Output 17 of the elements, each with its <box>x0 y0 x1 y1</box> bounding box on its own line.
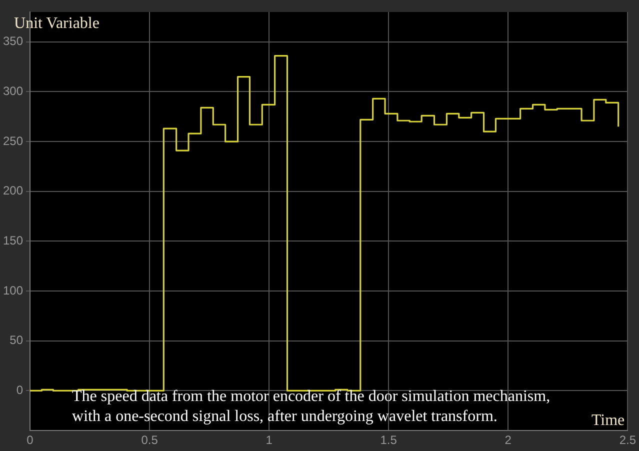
y-tick-label: 300 <box>2 84 24 98</box>
x-tick-label: 0 <box>26 433 34 448</box>
y-tick-label: 0 <box>16 383 24 398</box>
annotation: The speed data from the motor encoder of the door simulation mechanism, with a one-second signal loss, after undergoing wavelet transform. <box>72 388 550 425</box>
y-tick-label: 100 <box>2 283 24 298</box>
x-tick-label: 1 <box>266 433 273 448</box>
y-tick-label: 50 <box>10 333 24 348</box>
y-tick-label: 200 <box>2 184 24 198</box>
y-tick-label: 350 <box>2 34 24 48</box>
x-axis-title: Time <box>591 412 625 429</box>
y-tick-label: 250 <box>2 134 24 148</box>
x-tick-label: 0.5 <box>141 433 158 448</box>
y-tick-label: 150 <box>2 234 24 248</box>
y-axis-title: Unit Variable <box>14 15 100 32</box>
x-tick-label: 1.5 <box>380 433 398 448</box>
x-tick-label: 2 <box>504 433 512 448</box>
x-tick-label: 2.5 <box>619 433 636 448</box>
